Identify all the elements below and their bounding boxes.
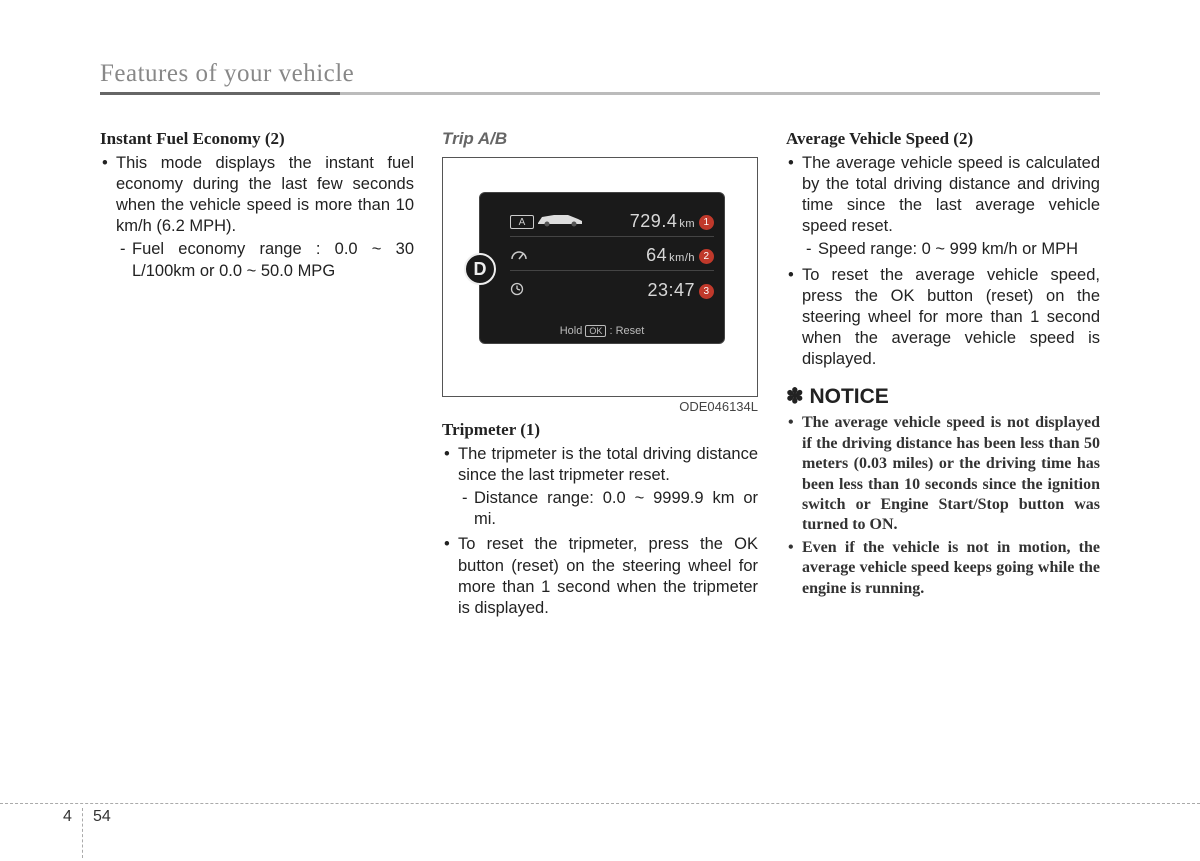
lcd-figure: D A 729.4km 1 xyxy=(442,157,758,397)
instant-fuel-heading: Instant Fuel Economy (2) xyxy=(100,129,414,149)
speed-value: 64km/h 2 xyxy=(534,245,714,266)
page-number: 4 54 xyxy=(82,808,111,858)
tripmeter-heading: Tripmeter (1) xyxy=(442,420,758,440)
unit-text: km xyxy=(679,218,695,230)
page-footer: 4 54 xyxy=(0,803,1200,843)
chapter-number: 4 xyxy=(63,808,72,826)
distance-value: 729.4km 1 xyxy=(590,211,714,232)
callout-badge: 3 xyxy=(699,284,714,299)
list-item: To reset the tripmeter, press the OK but… xyxy=(442,534,758,618)
list-item: Even if the vehicle is not in motion, th… xyxy=(786,538,1100,599)
list-item: This mode displays the instant fuel econ… xyxy=(100,153,414,282)
gauge-icon xyxy=(510,247,534,264)
sub-item: Distance range: 0.0 ~ 9999.9 km or mi. xyxy=(458,488,758,530)
avg-speed-heading: Average Vehicle Speed (2) xyxy=(786,129,1100,149)
list-item: To reset the average vehicle speed, pres… xyxy=(786,265,1100,371)
clock-icon xyxy=(510,282,534,299)
reset-text: : Reset xyxy=(609,325,644,337)
callout-badge: 1 xyxy=(699,215,714,230)
hold-text: Hold xyxy=(560,325,583,337)
content-columns: Instant Fuel Economy (2) This mode displ… xyxy=(100,129,1100,623)
chapter-title: Features of your vehicle xyxy=(100,60,1100,88)
list-item: The tripmeter is the total driving dista… xyxy=(442,444,758,530)
list-item: The average vehicle speed is not display… xyxy=(786,413,1100,536)
sub-item: Speed range: 0 ~ 999 km/h or MPH xyxy=(802,239,1100,260)
manual-page: Features of your vehicle Instant Fuel Ec… xyxy=(0,0,1200,861)
sub-item: Fuel economy range : 0.0 ~ 30 L/100km or… xyxy=(116,239,414,281)
trip-ab-heading: Trip A/B xyxy=(442,129,758,149)
gear-indicator: D xyxy=(464,253,496,285)
value-text: 64 xyxy=(646,245,667,265)
page-number-text: 54 xyxy=(93,808,111,825)
lcd-row-time: 23:47 3 xyxy=(510,275,714,305)
callout-badge: 2 xyxy=(699,249,714,264)
lcd-screen: D A 729.4km1 xyxy=(479,192,725,344)
header-rule xyxy=(100,92,1100,95)
tripmeter-list: The tripmeter is the total driving dista… xyxy=(442,444,758,619)
figure-code: ODE046134L xyxy=(442,399,758,414)
instant-fuel-list: This mode displays the instant fuel econ… xyxy=(100,153,414,282)
notice-label: NOTICE xyxy=(809,385,888,408)
column-1: Instant Fuel Economy (2) This mode displ… xyxy=(100,129,414,623)
unit-text: km/h xyxy=(669,252,695,264)
ok-icon: OK xyxy=(585,325,606,337)
body-text: The average vehicle speed is calculated … xyxy=(802,154,1100,235)
value-text: 729.4 xyxy=(630,211,678,231)
car-icon xyxy=(534,210,590,233)
value-text: 23:47 xyxy=(647,280,695,300)
avg-speed-list: The average vehicle speed is calculated … xyxy=(786,153,1100,370)
lcd-row-speed: 64km/h 2 xyxy=(510,241,714,271)
column-2: Trip A/B D A 72 xyxy=(442,129,758,623)
lcd-footer: Hold OK : Reset xyxy=(480,325,724,337)
body-text: This mode displays the instant fuel econ… xyxy=(116,154,414,235)
notice-star-icon: ✽ xyxy=(786,385,804,408)
notice-heading: ✽ NOTICE xyxy=(786,384,1100,409)
body-text: The tripmeter is the total driving dista… xyxy=(458,445,758,484)
column-3: Average Vehicle Speed (2) The average ve… xyxy=(786,129,1100,623)
notice-list: The average vehicle speed is not display… xyxy=(786,413,1100,599)
list-item: The average vehicle speed is calculated … xyxy=(786,153,1100,261)
trip-letter-icon: A xyxy=(510,215,534,229)
time-value: 23:47 3 xyxy=(534,280,714,301)
lcd-row-distance: A 729.4km 1 xyxy=(510,207,714,237)
